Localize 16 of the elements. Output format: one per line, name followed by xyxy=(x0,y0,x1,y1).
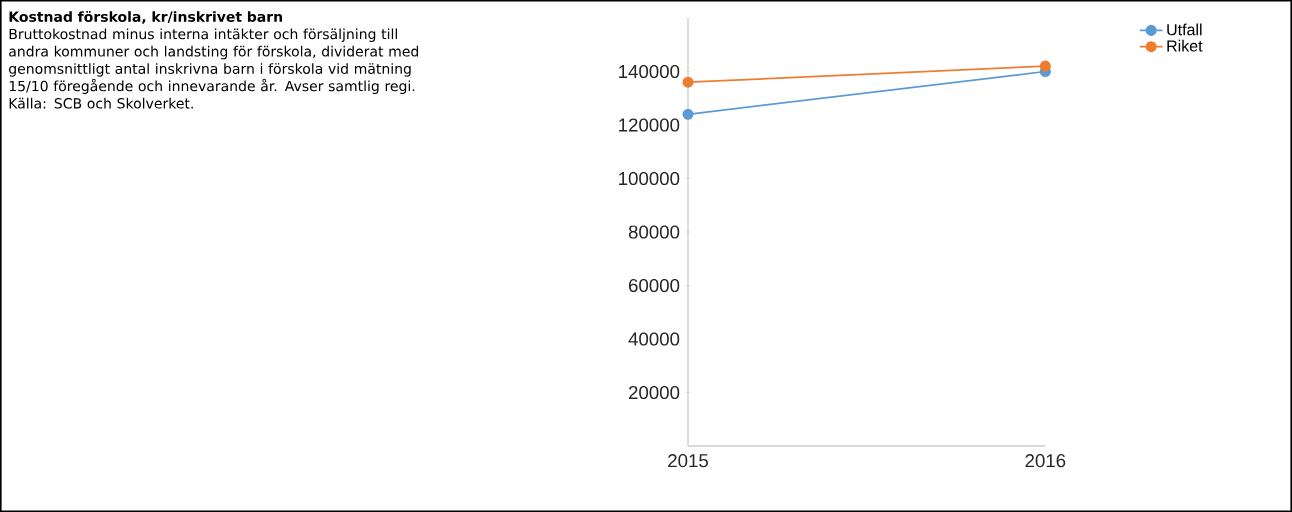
point xyxy=(682,108,694,120)
y-tick-label: 120000 xyxy=(619,118,680,132)
text: Bruttokostnad minus interna intäkter och försäljning till andra kommuner och landsting för förskola, dividerat med genomsnittligt antal inskrivna barn i förskola vid mätning 15/10 föregående och innevarande år. Avser samtlig regi. Källa: SCB och Skolverket. xyxy=(9,28,419,109)
y-tick-label: 40000 xyxy=(628,332,680,346)
legend-label: Riket xyxy=(1167,39,1203,52)
y-tick-label: 100000 xyxy=(619,171,680,186)
text: Kostnad förskola, kr/inskrivet barn xyxy=(9,10,282,24)
x-tick-label: 2016 xyxy=(1025,454,1066,468)
y-tick-label: 140000 xyxy=(619,64,680,79)
y-tick-label: 80000 xyxy=(628,225,680,239)
point xyxy=(1039,60,1051,72)
legend-label: Utfall xyxy=(1167,23,1202,36)
x-tick-label: 2015 xyxy=(668,454,708,468)
y-tick-label: 60000 xyxy=(629,278,680,293)
point xyxy=(682,76,694,88)
y-tick-label: 20000 xyxy=(629,385,680,400)
